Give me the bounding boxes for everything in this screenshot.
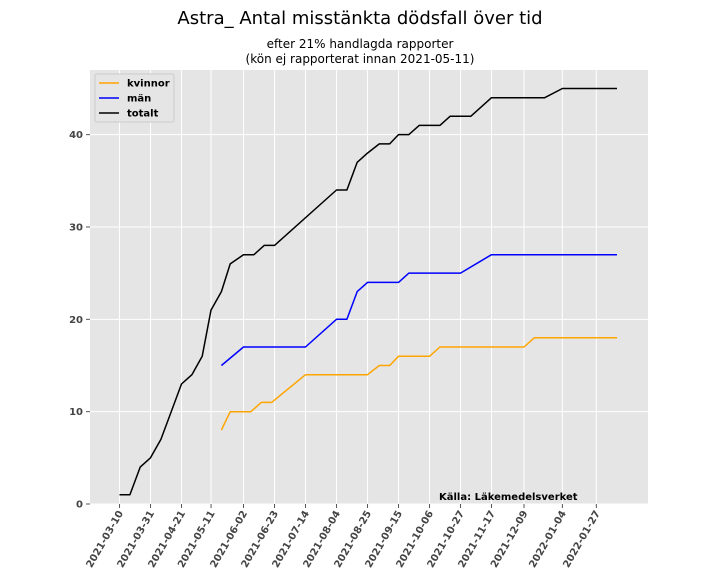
subtitle-line-1: efter 21% handlagda rapporter xyxy=(266,37,454,51)
series-line-kvinnor xyxy=(220,337,617,431)
subtitle-line-2: (kön ej rapporterat innan 2021-05-11) xyxy=(245,52,475,66)
chart-subtitle: efter 21% handlagda rapporter (kön ej ra… xyxy=(0,37,720,67)
legend-label-kvinnor: kvinnor xyxy=(127,79,170,90)
y-tick-label: 10 xyxy=(69,407,83,418)
series-line-män xyxy=(220,253,617,367)
legend-label-totalt: totalt xyxy=(127,109,159,120)
legend-label-män: män xyxy=(127,94,151,105)
chart-title: Astra_ Antal misstänkta dödsfall över ti… xyxy=(177,8,543,29)
y-tick-label: 30 xyxy=(69,222,83,233)
source-note: Källa: Läkemedelsverket xyxy=(439,492,578,503)
x-tick-label: 2022-01-27 xyxy=(561,509,603,570)
series-line-totalt xyxy=(119,87,617,496)
y-tick-label: 0 xyxy=(76,500,83,511)
y-tick-label: 40 xyxy=(69,130,83,141)
y-tick-label: 20 xyxy=(69,315,83,326)
legend xyxy=(94,73,175,123)
plot-area xyxy=(90,70,648,504)
